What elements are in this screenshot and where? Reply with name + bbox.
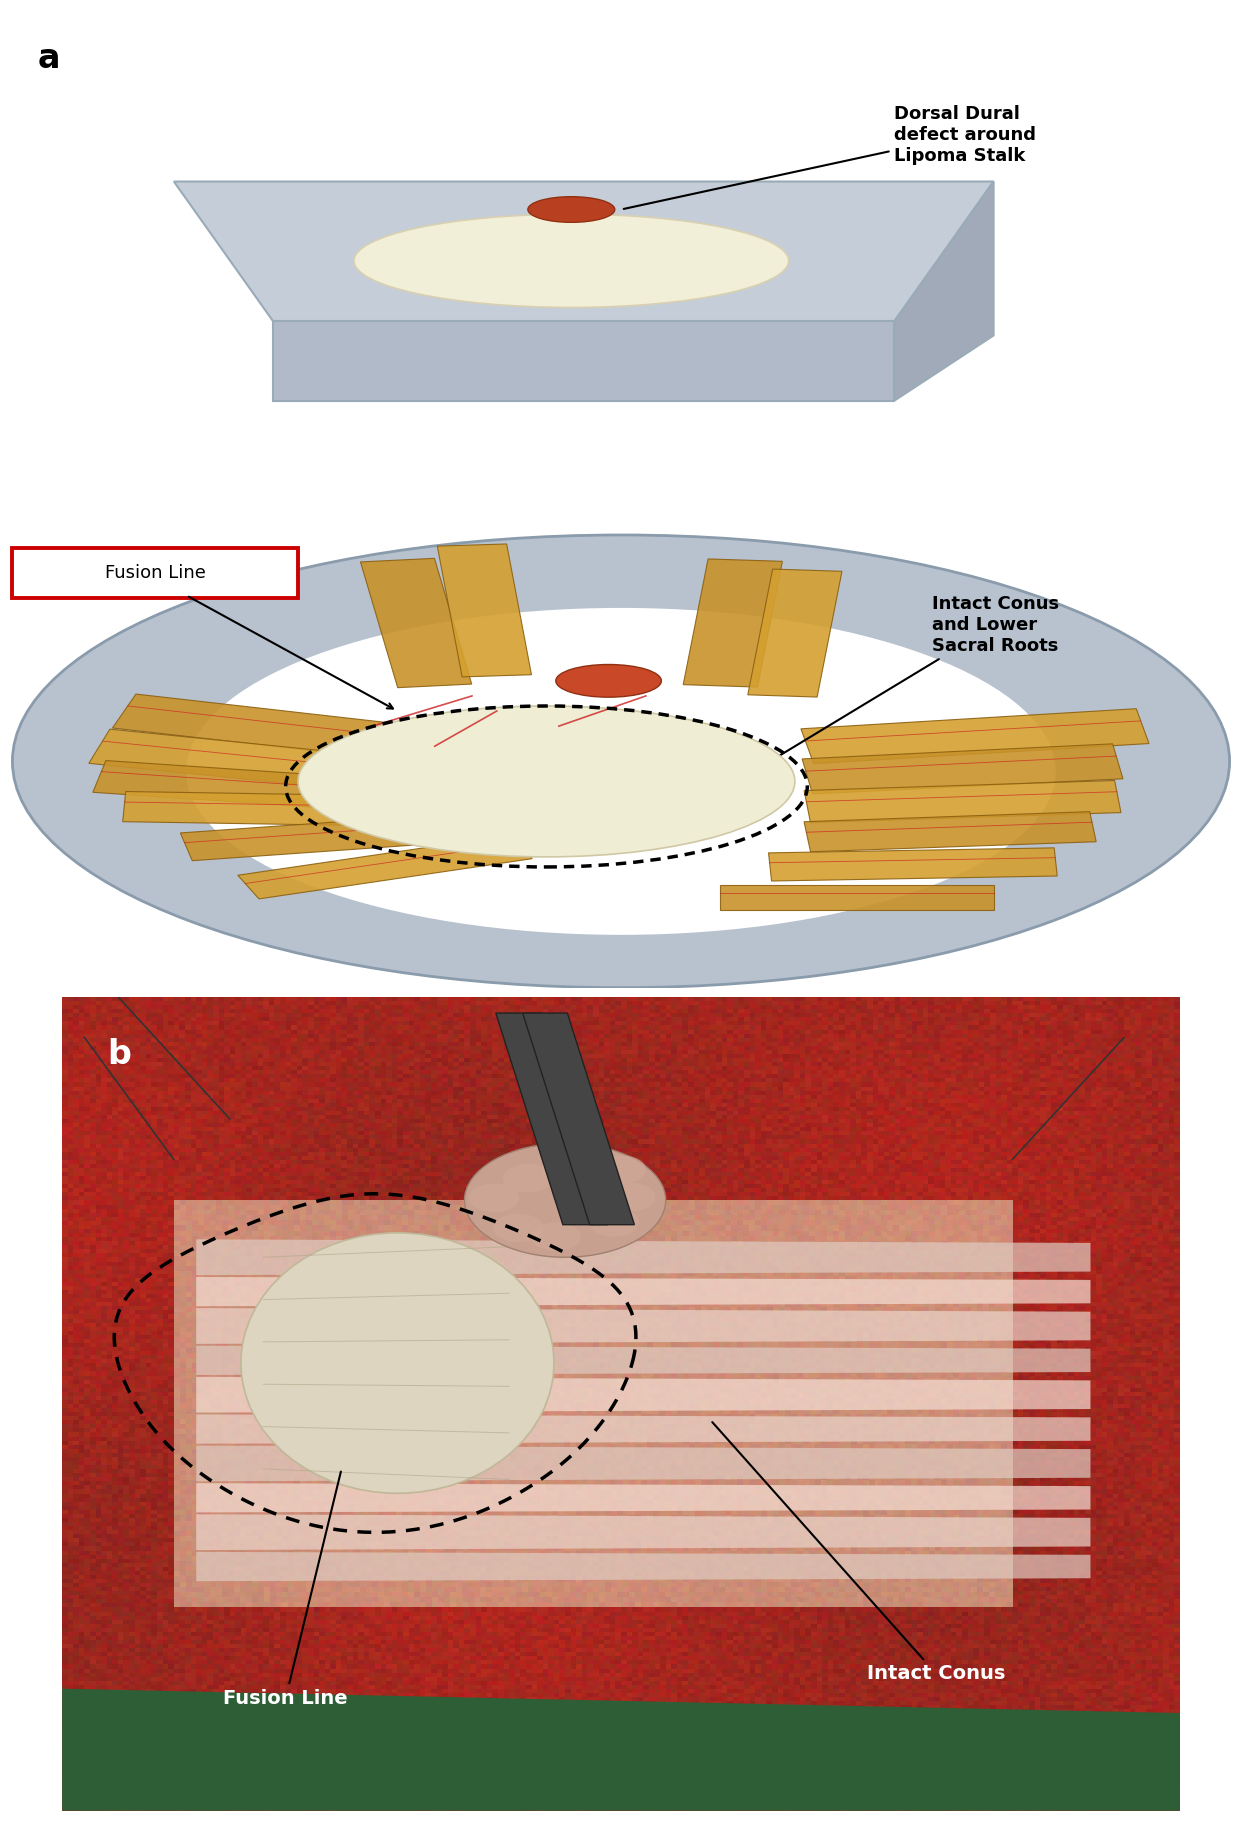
Polygon shape xyxy=(93,761,404,812)
Polygon shape xyxy=(196,1346,1090,1375)
Polygon shape xyxy=(196,1483,1090,1513)
Polygon shape xyxy=(4,1820,6,1822)
Polygon shape xyxy=(801,708,1149,765)
Ellipse shape xyxy=(469,1183,519,1213)
Polygon shape xyxy=(2,1820,6,1822)
Polygon shape xyxy=(894,181,994,401)
Polygon shape xyxy=(196,1445,1090,1481)
Polygon shape xyxy=(748,569,842,697)
Polygon shape xyxy=(496,1013,607,1225)
Polygon shape xyxy=(683,560,782,688)
Ellipse shape xyxy=(530,1222,581,1251)
Ellipse shape xyxy=(12,534,1230,988)
Polygon shape xyxy=(196,1240,1090,1275)
Polygon shape xyxy=(174,181,994,322)
Ellipse shape xyxy=(186,607,1056,935)
Ellipse shape xyxy=(31,540,1211,982)
Polygon shape xyxy=(180,812,478,861)
FancyBboxPatch shape xyxy=(12,547,298,598)
Ellipse shape xyxy=(503,1163,553,1193)
Polygon shape xyxy=(769,849,1057,882)
Ellipse shape xyxy=(528,198,615,223)
Polygon shape xyxy=(196,1514,1090,1551)
Ellipse shape xyxy=(241,1233,554,1492)
Polygon shape xyxy=(804,781,1122,823)
Polygon shape xyxy=(360,558,472,688)
Text: Intact Conus: Intact Conus xyxy=(712,1423,1005,1683)
Text: b: b xyxy=(107,1037,130,1070)
Polygon shape xyxy=(62,1688,1180,1811)
Polygon shape xyxy=(196,1277,1090,1306)
Text: Fusion Line: Fusion Line xyxy=(224,1472,348,1708)
Polygon shape xyxy=(196,1308,1090,1344)
Polygon shape xyxy=(804,812,1097,852)
Polygon shape xyxy=(273,322,894,401)
Ellipse shape xyxy=(298,706,795,856)
Polygon shape xyxy=(113,693,446,763)
Ellipse shape xyxy=(605,1183,656,1211)
Polygon shape xyxy=(237,836,533,898)
Ellipse shape xyxy=(465,1143,666,1257)
Text: Fusion Line: Fusion Line xyxy=(104,563,206,582)
Polygon shape xyxy=(196,1414,1090,1443)
Polygon shape xyxy=(437,543,532,677)
Polygon shape xyxy=(89,730,407,794)
Polygon shape xyxy=(196,1377,1090,1412)
Polygon shape xyxy=(196,1551,1090,1582)
Ellipse shape xyxy=(493,1214,544,1242)
Ellipse shape xyxy=(556,664,661,697)
Ellipse shape xyxy=(596,1156,646,1183)
Polygon shape xyxy=(720,885,994,909)
Polygon shape xyxy=(123,792,436,827)
Ellipse shape xyxy=(542,1154,592,1183)
Polygon shape xyxy=(0,485,1242,988)
Polygon shape xyxy=(523,1013,635,1225)
Ellipse shape xyxy=(589,1209,640,1236)
Text: Dorsal Dural
defect around
Lipoma Stalk: Dorsal Dural defect around Lipoma Stalk xyxy=(623,104,1036,209)
Polygon shape xyxy=(802,744,1123,794)
Ellipse shape xyxy=(354,214,789,307)
Text: Intact Conus
and Lower
Sacral Roots: Intact Conus and Lower Sacral Roots xyxy=(773,594,1058,759)
Text: a: a xyxy=(37,42,60,75)
